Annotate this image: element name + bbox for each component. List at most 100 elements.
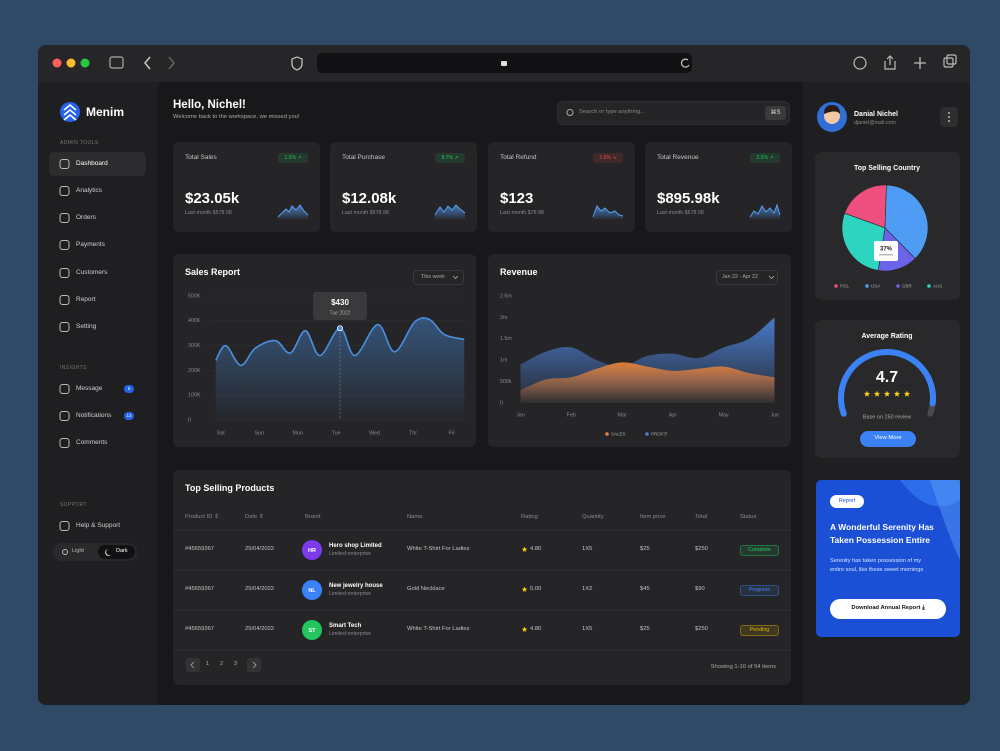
star-icon xyxy=(863,390,871,397)
chart-title: Sales Report xyxy=(185,267,241,277)
section-title: SUPPORT xyxy=(60,502,87,508)
legend-dot xyxy=(834,284,838,288)
sparkline-area xyxy=(593,206,623,219)
view-more-text[interactable]: View More xyxy=(874,435,902,441)
star-icon xyxy=(893,390,901,397)
search-box[interactable] xyxy=(557,101,790,125)
shortcut: ⌘S xyxy=(770,110,781,116)
nav-item[interactable]: Setting xyxy=(76,322,97,330)
promo-button[interactable] xyxy=(830,599,946,619)
nav-item[interactable]: Report xyxy=(76,295,96,303)
stat-badge xyxy=(750,153,780,163)
y-tick-label: 100K xyxy=(188,393,201,399)
stat-change: 1.6% ↗ xyxy=(284,154,302,161)
stat-badge xyxy=(278,153,308,163)
stat-title: Total Purchase xyxy=(342,154,385,161)
y-tick-label: 0 xyxy=(500,400,503,406)
nav-item[interactable]: Payments xyxy=(76,240,105,248)
promo-tag xyxy=(830,495,864,508)
brand-initials: HR xyxy=(308,548,316,554)
nav-item[interactable]: Orders xyxy=(76,213,96,221)
y-tick-label: 300K xyxy=(188,343,201,349)
nav-badge-text: 12 xyxy=(126,412,132,418)
legend-label: USA xyxy=(871,284,880,289)
promo-wave xyxy=(930,480,960,560)
legend-label: POL xyxy=(840,284,850,289)
nav-item[interactable]: Notifications xyxy=(76,411,112,419)
table-cell: 1X2 xyxy=(582,586,593,592)
theme-dark: Dark xyxy=(116,548,128,554)
promo-body: Serenity has taken possession of my enti… xyxy=(830,558,924,574)
nav-icon xyxy=(59,295,70,305)
shortcut-box xyxy=(765,106,786,120)
stat-note: Last month $678.98 xyxy=(657,210,704,216)
y-tick-label: 1m xyxy=(500,358,508,364)
page-prev[interactable] xyxy=(186,658,200,672)
chart-filter[interactable] xyxy=(413,270,464,285)
rating-caption: Base on 250 review xyxy=(863,414,911,420)
view-more-button[interactable] xyxy=(860,431,916,447)
brand-avatar xyxy=(302,540,322,560)
star-icon xyxy=(521,626,528,632)
y-tick-label: 500k xyxy=(500,379,512,385)
sparkline-area xyxy=(750,205,780,219)
pie-slice xyxy=(884,184,929,259)
nav-item[interactable]: Dashboard xyxy=(76,159,108,167)
column-header: Total xyxy=(695,514,708,520)
status-text: Complete xyxy=(748,546,771,553)
promo-wave xyxy=(900,480,960,507)
promo-button-text[interactable]: Download Annual Report ⤓ xyxy=(851,604,925,611)
nav-icon xyxy=(59,186,70,196)
column-header: Item price xyxy=(640,514,666,520)
window-dot xyxy=(66,58,76,68)
stat-value: $12.08k xyxy=(342,190,397,207)
rating-cell: 5.00 xyxy=(530,586,542,592)
legend-label: AUS xyxy=(933,284,942,289)
x-tick-label: Jan xyxy=(516,412,525,418)
table-cell: #45659367 xyxy=(185,546,215,552)
page-number[interactable]: 1 xyxy=(205,661,210,667)
star-icon xyxy=(883,390,891,397)
brand-logo-mark xyxy=(63,103,77,121)
brand-sub: Limited enterprise xyxy=(329,631,372,637)
column-header: Date ⇕ xyxy=(245,514,264,520)
sparkline xyxy=(592,204,624,218)
table-cell: $25 xyxy=(640,626,650,632)
table-cell: $45 xyxy=(640,586,650,592)
table-row-divider xyxy=(173,610,791,611)
nav-item[interactable]: Message xyxy=(76,384,103,392)
table-row-divider xyxy=(173,650,791,651)
page-next[interactable] xyxy=(247,658,261,672)
section-title: INSIGHTS xyxy=(60,365,87,371)
chevron xyxy=(252,661,257,669)
tooltip xyxy=(313,292,367,320)
stat-change: 1.6% ↘ xyxy=(599,154,617,161)
pie-label-box xyxy=(874,241,898,261)
x-tick-label: Feb xyxy=(567,412,576,418)
x-tick-label: Sat xyxy=(217,430,225,436)
table-cell: 25/04/2022 xyxy=(245,546,275,552)
chart-filter[interactable] xyxy=(716,270,778,285)
shield-icon xyxy=(291,56,303,71)
page-number[interactable]: 3 xyxy=(233,661,238,667)
nav-item[interactable]: Analytics xyxy=(76,186,103,194)
legend-label: GBR xyxy=(902,284,913,289)
table-cell: $90 xyxy=(695,586,705,592)
brand-sub: Limited enterprise xyxy=(329,551,372,557)
page-number[interactable]: 2 xyxy=(219,661,224,667)
brand-name: Smart Tech xyxy=(329,623,362,629)
brand-initials: ST xyxy=(308,628,316,634)
stat-value: $123 xyxy=(500,190,534,207)
x-tick-label: Tue xyxy=(332,430,341,436)
table-cell: Gold Necklace xyxy=(407,586,445,592)
nav-item[interactable]: Customers xyxy=(76,268,108,276)
chart-filter-text: Jan 22 - Apr 22 xyxy=(722,273,758,280)
nav-item[interactable]: Comments xyxy=(76,438,108,446)
stat-note: Last month $578.98 xyxy=(342,210,389,216)
nav-item[interactable]: Help & Support xyxy=(76,521,121,529)
menu-dot xyxy=(948,116,950,118)
nav-icon xyxy=(59,384,70,394)
table-cell: White T-Shirt For Ladies xyxy=(407,626,470,632)
back-icon xyxy=(144,56,151,70)
